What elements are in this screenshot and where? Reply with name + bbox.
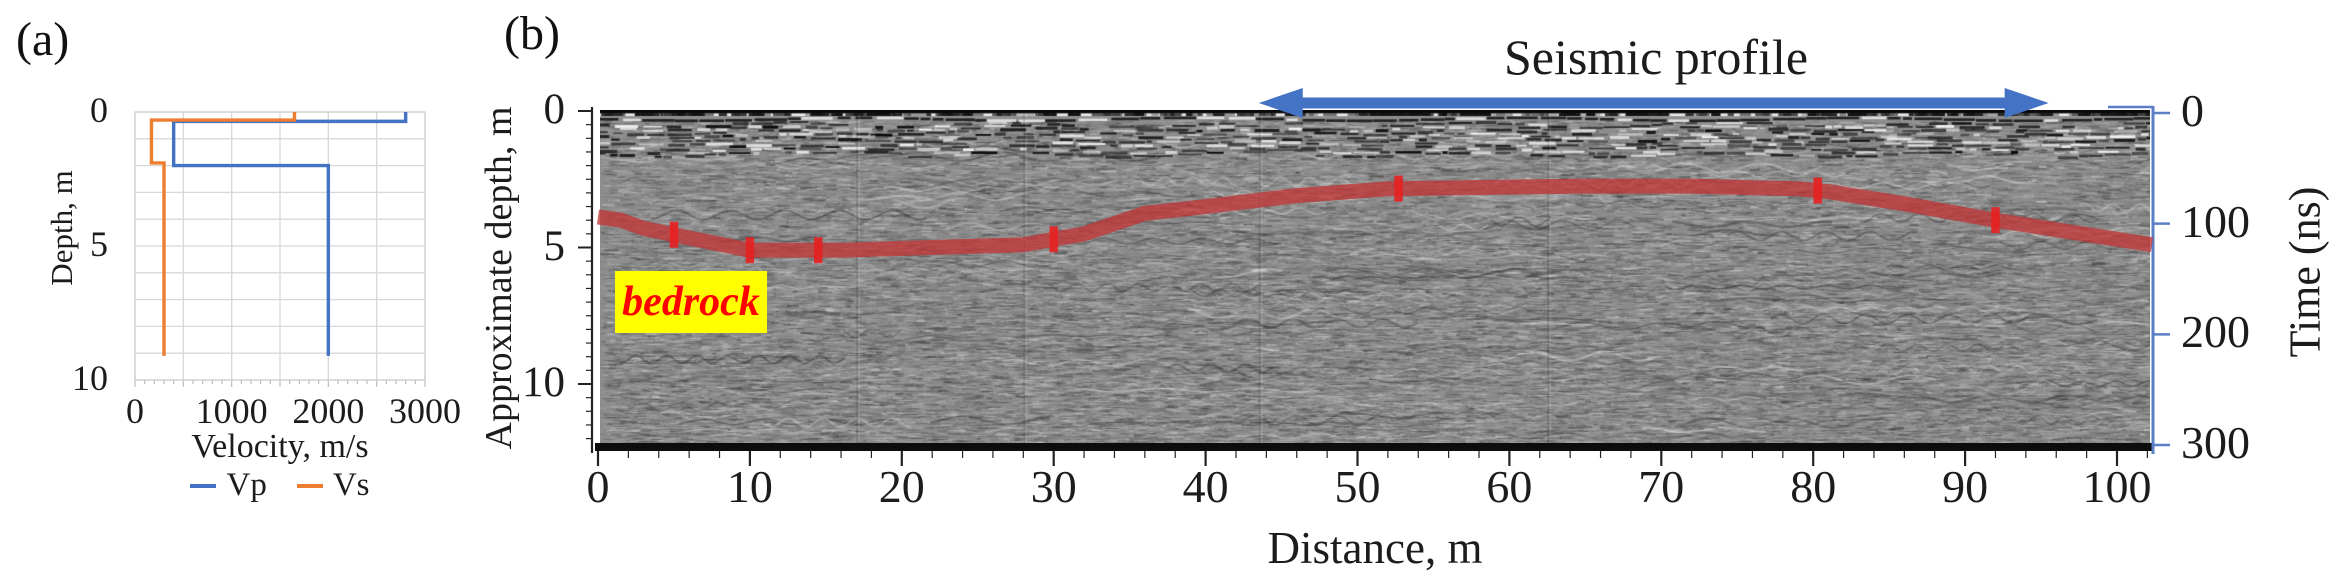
distance-tick-label: 80 (1790, 461, 1837, 512)
vs-legend-label: Vs (332, 467, 370, 503)
panel-b-label: (b) (504, 7, 560, 60)
distance-tick-label: 60 (1486, 461, 1533, 512)
legend-item-vp: Vp (190, 467, 267, 504)
approx-depth-axis-title: Approximate depth, m (478, 106, 520, 450)
vs-line-swatch (296, 483, 323, 488)
panel-a-label: (a) (16, 13, 70, 66)
velocity-depth-chart (134, 111, 426, 387)
legend-item-vs: Vs (296, 467, 370, 504)
radargram-image (600, 110, 2150, 449)
legend: Vp Vs (135, 467, 425, 504)
time-tick-label: 300 (2181, 417, 2250, 468)
distance-tick-label: 40 (1182, 461, 1229, 512)
distance-tick-label: 50 (1334, 461, 1381, 512)
depth-tick-label: 5 (90, 224, 108, 264)
panel-b: (b) (480, 0, 2342, 588)
approx-depth-tick-label: 5 (543, 222, 566, 270)
seismic-profile-title: Seismic profile (1503, 29, 1809, 85)
vp-legend-label: Vp (226, 467, 267, 503)
distance-tick-label: 70 (1638, 461, 1685, 512)
velocity-tick-label: 2000 (292, 391, 365, 431)
distance-tick-label: 20 (878, 461, 925, 512)
time-tick-label: 100 (2181, 195, 2250, 247)
panel-a: (a) Velocity, m/s Depth, m Vp Vs 0 1000 20… (0, 0, 480, 588)
time-tick-label: 0 (2181, 85, 2204, 136)
depth-tick-label: 10 (72, 358, 108, 398)
velocity-tick-label: 1000 (195, 391, 268, 431)
depth-tick-label: 0 (90, 90, 108, 130)
distance-tick-label: 100 (2082, 461, 2152, 512)
velocity-tick-label: 0 (126, 391, 144, 431)
velocity-axis-title: Velocity, m/s (191, 428, 369, 465)
distance-tick-label: 90 (1942, 461, 1989, 512)
time-tick-label: 200 (2181, 306, 2250, 358)
vp-line-swatch (190, 483, 217, 488)
distance-axis-title: Distance, m (1267, 523, 1483, 573)
velocity-tick-label: 3000 (389, 391, 461, 431)
distance-tick-label: 0 (586, 461, 610, 512)
distance-tick-label: 30 (1030, 461, 1077, 512)
time-axis-title: Time (ns) (2280, 186, 2330, 358)
distance-tick-label: 10 (726, 461, 773, 512)
approx-depth-tick-label: 0 (543, 86, 566, 133)
bedrock-annotation: bedrock (615, 271, 767, 333)
approx-depth-tick-label: 10 (522, 359, 565, 406)
